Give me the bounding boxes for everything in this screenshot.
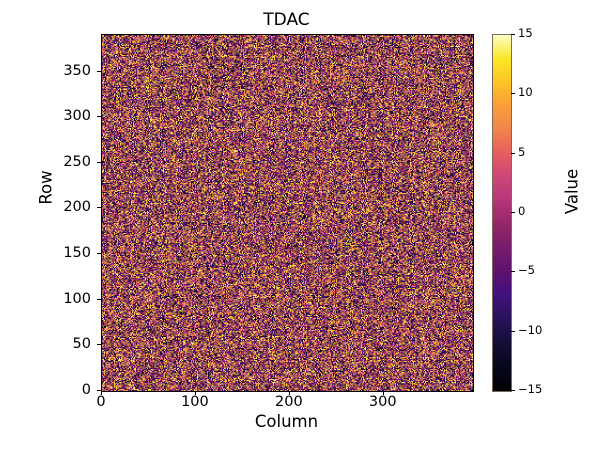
colorbar-tick-label: 5 [518,144,526,159]
colorbar-label: Value [562,168,582,215]
colorbar-tick-mark [511,271,515,273]
y-axis-tick-mark [97,390,101,391]
y-axis-tick-mark [97,161,101,163]
colorbar-tick-mark [511,390,515,391]
x-axis-label: Column [254,412,319,431]
colorbar-gradient [493,35,511,391]
x-axis-tick-mark [288,391,290,395]
colorbar-tick-label: −15 [518,382,543,396]
x-axis-tick-mark [101,391,102,395]
heatmap-image [102,35,473,391]
colorbar-tick-label: 15 [518,26,533,40]
y-axis-tick-mark [97,253,101,255]
y-axis-tick-mark [97,298,101,300]
y-axis-tick-label: 50 [72,336,91,353]
y-axis-tick-mark [97,70,101,72]
y-axis-tick-mark [97,344,101,346]
x-axis-tick-label: 0 [96,394,106,410]
y-axis-tick-label: 250 [63,153,91,170]
y-axis-label: Row [36,170,56,205]
x-axis-tick-label: 300 [368,394,397,410]
colorbar [492,34,512,392]
colorbar-tick-mark [511,152,515,154]
x-axis-tick-label: 200 [275,394,303,410]
x-axis-tick-label: 100 [181,394,209,410]
colorbar-tick-mark [511,330,515,332]
y-axis-tick-label: 0 [81,382,91,398]
colorbar-tick-label: −10 [518,322,543,337]
y-axis-tick-label: 350 [63,62,91,79]
colorbar-tick-label: −5 [518,263,535,278]
y-axis-tick-mark [97,207,101,209]
y-axis-tick-label: 150 [63,245,91,262]
x-axis-tick-mark [382,391,384,395]
y-axis-tick-label: 300 [63,108,91,125]
x-axis-tick-mark [194,391,196,395]
colorbar-tick-label: 10 [518,85,533,100]
colorbar-tick-mark [511,34,515,35]
heatmap-plot-area [101,34,474,392]
colorbar-tick-label: 0 [518,204,526,218]
y-axis-tick-mark [97,116,101,118]
y-axis-tick-label: 200 [63,199,91,216]
colorbar-tick-mark [511,212,515,213]
page-title: TDAC [263,10,310,30]
colorbar-tick-mark [511,93,515,95]
y-axis-tick-label: 100 [63,290,91,307]
